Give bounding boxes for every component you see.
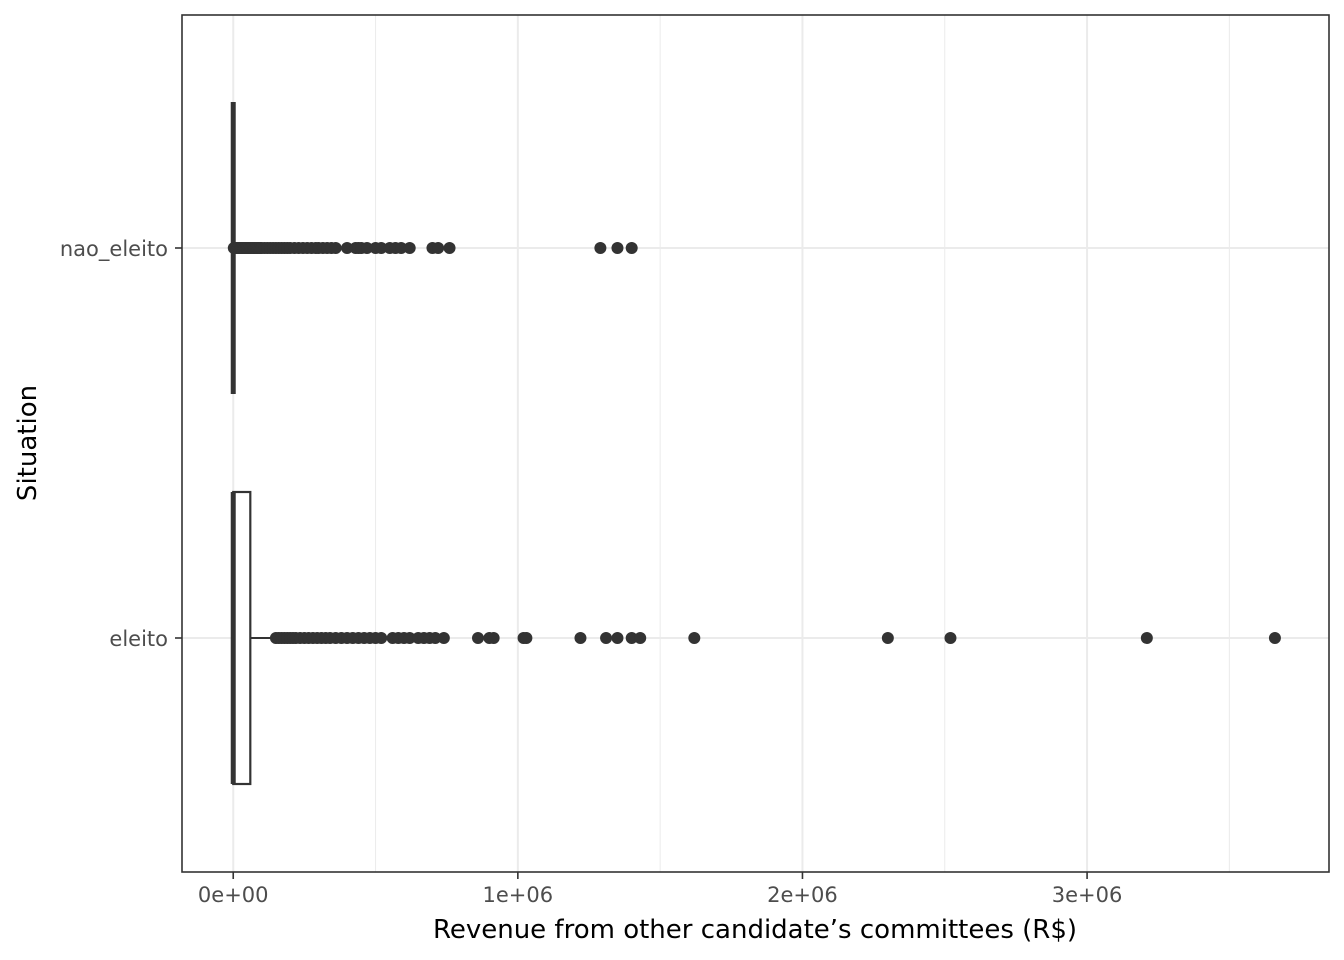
outlier-point — [403, 632, 416, 644]
outlier-point — [437, 632, 450, 644]
x-tick-label: 0e+00 — [198, 883, 269, 907]
x-tick-label: 2e+06 — [767, 883, 838, 907]
outlier-point — [443, 242, 456, 254]
outlier-point — [395, 242, 408, 254]
outlier-point — [625, 632, 638, 644]
y-axis-title: Situation — [13, 385, 43, 501]
x-axis-title: Revenue from other candidate’s committee… — [433, 915, 1077, 945]
outlier-point — [375, 632, 388, 644]
outlier-point — [403, 242, 416, 254]
outlier-point — [520, 632, 533, 644]
outlier-point — [429, 632, 442, 644]
panel-border — [181, 14, 1330, 873]
y-tick-label: eleito — [109, 627, 168, 651]
boxplots — [227, 102, 1281, 786]
y-axis: eleito nao_eleito — [60, 237, 182, 651]
outlier-point — [611, 632, 624, 644]
outlier-point — [375, 242, 388, 254]
outlier-point — [594, 242, 607, 254]
boxplot-eleito — [230, 490, 1281, 786]
outlier-point — [625, 242, 638, 254]
outlier-point — [361, 242, 373, 254]
boxplot-nao_eleito — [227, 102, 638, 394]
plot-area — [181, 14, 1330, 873]
outlier-point — [1268, 632, 1281, 644]
outlier-point — [634, 632, 647, 644]
outlier-point — [432, 242, 445, 254]
box — [232, 490, 252, 786]
outlier-point — [329, 242, 342, 254]
outlier-point — [472, 632, 484, 644]
outlier-point — [688, 632, 701, 644]
outlier-point — [611, 242, 624, 254]
outlier-point — [341, 242, 354, 254]
outlier-point — [1140, 632, 1153, 644]
outlier-point — [881, 632, 894, 644]
x-axis: 0e+00 1e+06 2e+06 3e+06 — [198, 872, 1122, 907]
outlier-point — [600, 632, 613, 644]
outlier-point — [487, 632, 500, 644]
outlier-point — [574, 632, 587, 644]
x-tick-label: 3e+06 — [1052, 883, 1123, 907]
y-tick-label: nao_eleito — [60, 237, 168, 262]
x-tick-label: 1e+06 — [483, 883, 554, 907]
outlier-point — [944, 632, 957, 644]
panel-background — [182, 15, 1329, 872]
